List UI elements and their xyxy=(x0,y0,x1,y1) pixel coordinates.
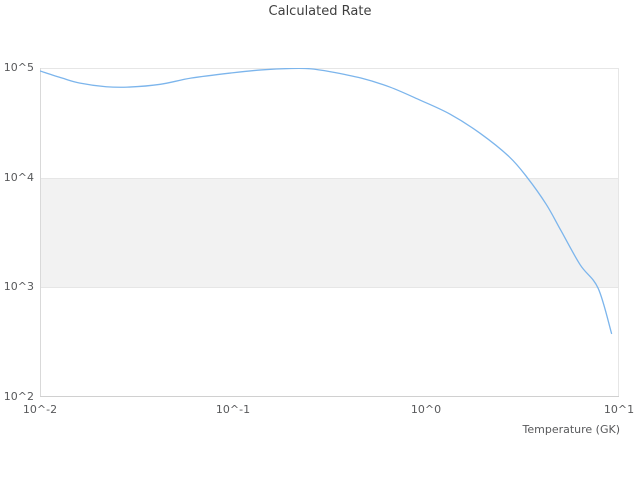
gridline-10e1 xyxy=(618,68,619,397)
y-axis-tick-label: 10^5 xyxy=(3,61,34,74)
gridline-10e4 xyxy=(40,177,619,179)
x-axis-tick-label: 10^0 xyxy=(410,403,442,416)
x-axis-tick-label: 10^-2 xyxy=(22,403,58,416)
x-axis-title: Temperature (GK) xyxy=(522,423,621,436)
plot-area xyxy=(40,68,619,397)
x-axis-line xyxy=(40,396,619,397)
x-axis-tick-label: 10^1 xyxy=(603,403,635,416)
curve-canvas xyxy=(40,68,613,335)
chart-title: Calculated Rate xyxy=(268,4,372,19)
y-axis-line xyxy=(40,68,41,397)
y-axis-tick-label: 10^4 xyxy=(3,171,34,184)
gridline-10e3 xyxy=(40,287,619,289)
y-axis-tick-label: 10^3 xyxy=(3,280,34,293)
plot-band-10e3-10e4 xyxy=(40,177,619,288)
x-axis-tick-label: 10^-1 xyxy=(215,403,251,416)
gridline-10e5 xyxy=(40,68,619,69)
y-axis-tick-label: 10^2 xyxy=(3,390,34,403)
rate-curve xyxy=(40,68,613,335)
